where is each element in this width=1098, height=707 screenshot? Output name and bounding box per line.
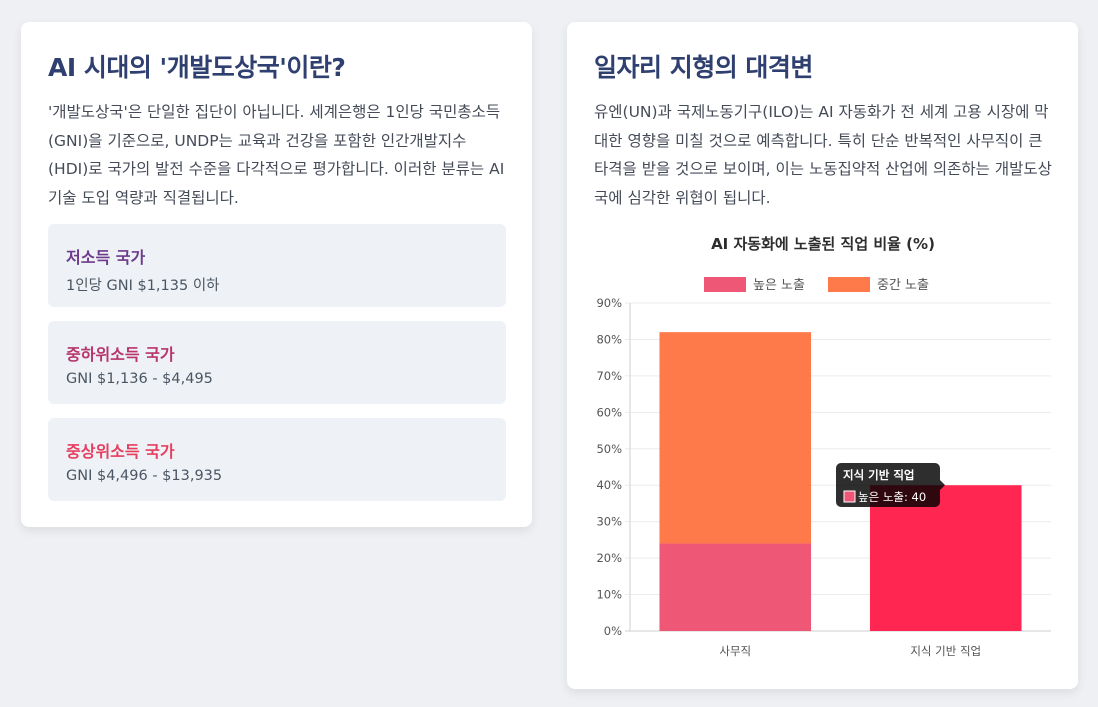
chart-title: AI 자동화에 노출된 직업 비율 (%)	[711, 235, 935, 253]
card-description: '개발도상국'은 단일한 집단이 아닙니다. 세계은행은 1인당 국민총소득(G…	[48, 103, 505, 207]
y-tick-label: 90%	[596, 296, 622, 310]
y-tick-label: 20%	[596, 551, 622, 565]
y-tick-label: 50%	[596, 442, 622, 456]
tier-upper-middle-income: 중상위소득 국가 GNI $4,496 - $13,935	[48, 418, 506, 501]
y-tick-label: 60%	[596, 405, 622, 419]
tooltip-background	[836, 463, 945, 507]
tier-name: 중하위소득 국가	[66, 345, 175, 364]
y-tick-label: 40%	[596, 478, 622, 492]
bar-segment[interactable]	[869, 485, 1022, 631]
bar-segment[interactable]	[659, 543, 812, 631]
x-tick-label: 지식 기반 직업	[910, 644, 981, 658]
y-tick-label: 30%	[596, 515, 622, 529]
tier-lower-middle-income: 중하위소득 국가 GNI $1,136 - $4,495	[48, 321, 506, 404]
tier-low-income: 저소득 국가 1인당 GNI $1,135 이하	[48, 224, 506, 307]
y-tick-label: 70%	[596, 369, 622, 383]
automation-exposure-chart: AI 자동화에 노출된 직업 비율 (%) 높은 노출 중간 노출 0% 10% 2…	[596, 235, 1051, 658]
legend-swatch-medium[interactable]	[828, 277, 870, 292]
legend-label-high[interactable]: 높은 노출	[753, 278, 805, 293]
bar-segment[interactable]	[659, 332, 812, 544]
job-landscape-card: 일자리 지형의 대격변 유엔(UN)과 국제노동기구(ILO)는 AI 자동화가…	[567, 22, 1078, 689]
y-tick-label: 0%	[604, 624, 622, 638]
tooltip-title: 지식 기반 직업	[843, 468, 915, 482]
chart-tooltip: 지식 기반 직업 높은 노출: 40	[836, 463, 945, 507]
card-title: AI 시대의 '개발도상국'이란?	[48, 53, 346, 82]
card-description: 유엔(UN)과 국제노동기구(ILO)는 AI 자동화가 전 세계 고용 시장에…	[594, 103, 1052, 207]
developing-countries-card: AI 시대의 '개발도상국'이란? '개발도상국'은 단일한 집단이 아닙니다.…	[21, 22, 532, 527]
legend-label-medium[interactable]: 중간 노출	[877, 278, 929, 293]
y-tick-label: 10%	[596, 588, 622, 602]
tier-name: 저소득 국가	[66, 248, 146, 267]
tier-name: 중상위소득 국가	[66, 442, 175, 461]
legend-swatch-high[interactable]	[704, 277, 746, 292]
tooltip-label: 높은 노출: 40	[858, 490, 926, 504]
x-tick-label: 사무직	[719, 644, 751, 658]
card-title: 일자리 지형의 대격변	[594, 53, 813, 82]
tier-range: GNI $1,136 - $4,495	[66, 371, 213, 387]
chart-bars	[659, 332, 1022, 631]
y-axis: 0% 10% 20% 30% 40% 50% 60% 70% 80% 90%	[596, 296, 631, 638]
y-tick-label: 80%	[596, 332, 622, 346]
x-axis: 사무직 지식 기반 직업	[719, 644, 981, 658]
tier-range: 1인당 GNI $1,135 이하	[66, 278, 220, 294]
tooltip-swatch	[843, 490, 856, 503]
tier-range: GNI $4,496 - $13,935	[66, 468, 223, 484]
chart-legend: 높은 노출 중간 노출	[704, 277, 929, 293]
